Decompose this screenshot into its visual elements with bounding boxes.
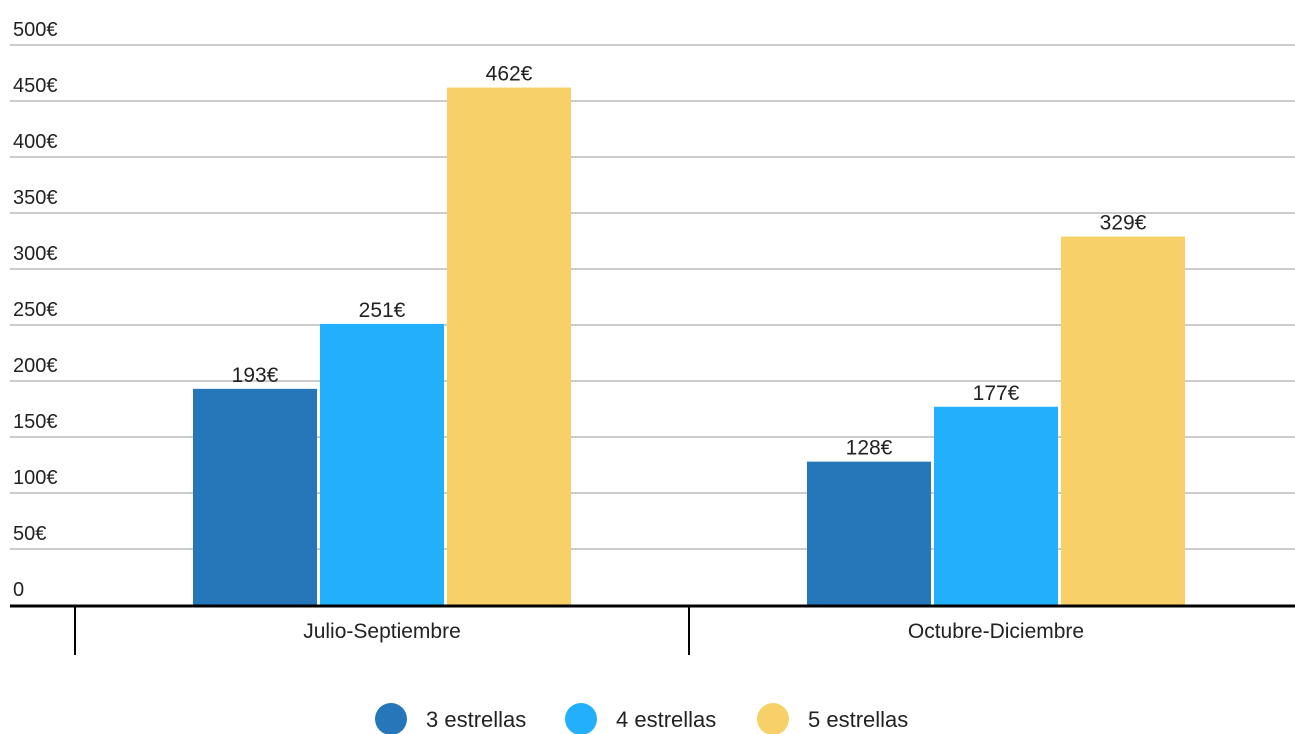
- bar-5-estrellas-2: [1061, 236, 1185, 605]
- data-label: 462€: [486, 63, 533, 86]
- bar-5-estrellas-1: [447, 87, 571, 605]
- data-label: 177€: [973, 382, 1020, 405]
- y-tick-label: 100€: [13, 467, 58, 489]
- legend-label: 4 estrellas: [616, 707, 716, 732]
- y-tick-label: 250€: [13, 299, 58, 321]
- data-label: 329€: [1100, 212, 1147, 235]
- x-category-label: Octubre-Diciembre: [908, 620, 1084, 643]
- data-label: 193€: [232, 364, 279, 387]
- legend-swatch: [757, 703, 789, 734]
- y-tick-label: 450€: [13, 75, 58, 97]
- data-label: 128€: [846, 437, 893, 460]
- bar-4-estrellas-2: [934, 406, 1058, 605]
- y-tick-label: 500€: [13, 19, 58, 41]
- x-axis: Julio-Septiembre Octubre-Diciembre: [10, 604, 1295, 655]
- data-label: 251€: [359, 299, 406, 322]
- y-tick-label: 400€: [13, 131, 58, 153]
- y-tick-label: 50€: [13, 523, 46, 545]
- y-tick-label: 300€: [13, 243, 58, 265]
- y-tick-label: 0: [13, 579, 24, 601]
- bar-3-estrellas-2: [807, 461, 931, 605]
- legend-swatch: [565, 703, 597, 734]
- legend: 3 estrellas 4 estrellas 5 estrellas: [375, 703, 908, 734]
- data-labels: 193€ 251€ 462€ 128€ 177€ 329€: [232, 63, 1147, 460]
- bar-4-estrellas-1: [320, 323, 444, 605]
- legend-label: 5 estrellas: [808, 707, 908, 732]
- legend-label: 3 estrellas: [426, 707, 526, 732]
- y-axis-tick-labels: 0 50€ 100€ 150€ 200€ 250€ 300€ 350€ 400€ 450€ 500€: [13, 19, 58, 601]
- x-category-label: Julio-Septiembre: [303, 620, 461, 643]
- y-tick-label: 350€: [13, 187, 58, 209]
- bar-3-estrellas-1: [193, 388, 317, 605]
- y-tick-label: 200€: [13, 355, 58, 377]
- legend-swatch: [375, 703, 407, 734]
- bars: [193, 87, 1185, 605]
- y-tick-label: 150€: [13, 411, 58, 433]
